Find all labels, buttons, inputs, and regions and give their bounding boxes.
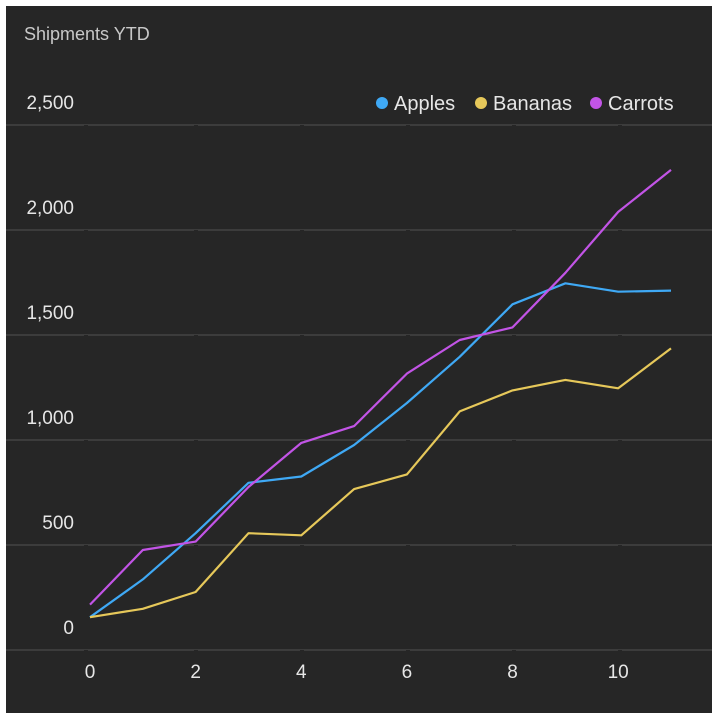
series-line-bananas xyxy=(89,347,672,619)
series-line-carrots xyxy=(89,169,672,606)
x-tick-label: 10 xyxy=(608,662,629,683)
x-tick-label: 2 xyxy=(190,662,201,683)
y-tick-label: 1,000 xyxy=(26,408,74,429)
y-tick-label: 0 xyxy=(63,618,74,639)
y-tick-label: 2,000 xyxy=(26,198,74,219)
legend-label-apples[interactable]: Apples xyxy=(394,93,455,115)
y-tick-label: 500 xyxy=(42,513,74,534)
x-tick-label: 4 xyxy=(296,662,307,683)
legend-marker-carrots xyxy=(590,97,602,109)
x-tick-label: 0 xyxy=(85,662,96,683)
legend-marker-bananas xyxy=(475,97,487,109)
y-tick-label: 2,500 xyxy=(26,93,74,114)
x-axis-ticks: 0 2 4 6 8 10 xyxy=(85,662,629,683)
x-tick-label: 6 xyxy=(402,662,413,683)
chart-card: Shipments YTD 0 500 1,000 1,500 2,000 2,500 0… xyxy=(6,6,712,713)
series-line-apples xyxy=(89,282,672,619)
line-chart: 0 500 1,000 1,500 2,000 2,500 0 2 4 6 8 10 Apples B… xyxy=(6,93,712,683)
y-axis-ticks: 0 500 1,000 1,500 2,000 2,500 xyxy=(26,93,74,639)
legend-label-bananas[interactable]: Bananas xyxy=(493,93,572,115)
series-lines xyxy=(89,169,672,619)
legend-marker-apples xyxy=(376,97,388,109)
gridlines xyxy=(6,124,712,653)
y-tick-label: 1,500 xyxy=(26,303,74,324)
legend-label-carrots[interactable]: Carrots xyxy=(608,93,674,115)
legend[interactable]: Apples Bananas Carrots xyxy=(376,93,674,115)
chart-title: Shipments YTD xyxy=(24,24,150,44)
x-tick-label: 8 xyxy=(507,662,518,683)
